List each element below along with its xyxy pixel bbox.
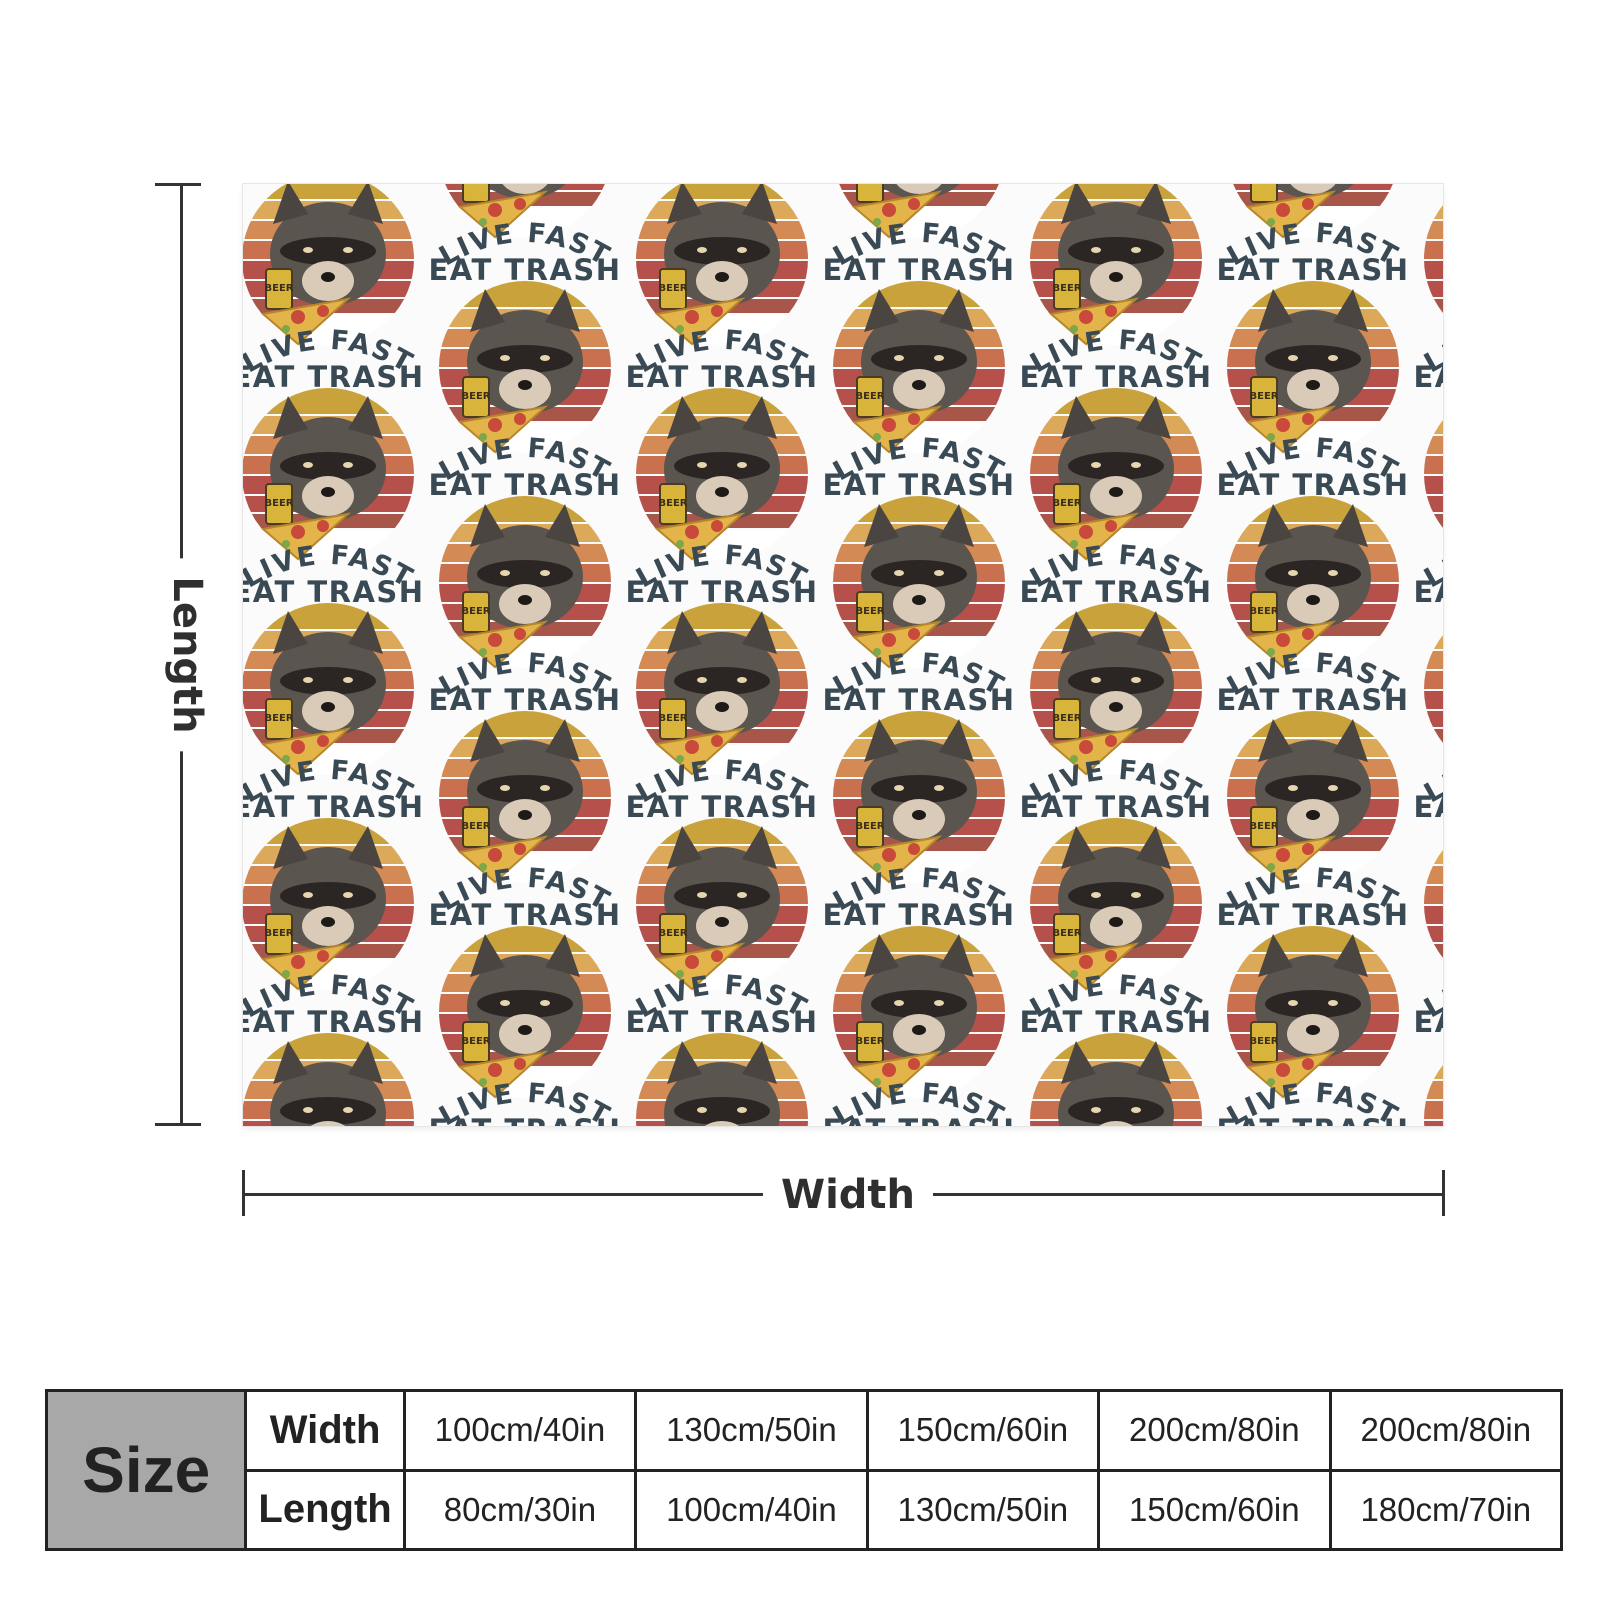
- raccoon-motif: [625, 970, 818, 1126]
- raccoon-motif: [1413, 970, 1443, 1126]
- row-label-length: Length: [244, 1468, 406, 1551]
- length-cell: 100cm/40in: [634, 1468, 869, 1551]
- width-cell: 130cm/50in: [634, 1389, 869, 1472]
- raccoon-motif: [1019, 970, 1212, 1126]
- length-cell: 180cm/70in: [1328, 1468, 1564, 1551]
- size-row-width: Size Width 100cm/40in 130cm/50in 150cm/6…: [44, 1389, 1564, 1551]
- size-chart: Size Width 100cm/40in 130cm/50in 150cm/6…: [44, 1389, 1564, 1551]
- size-header: Size: [44, 1389, 248, 1551]
- length-cell: 80cm/30in: [402, 1468, 638, 1551]
- blanket-preview: LIVE FAST: [243, 184, 1443, 1126]
- row-label-width: Width: [244, 1389, 406, 1472]
- length-cell: 130cm/50in: [865, 1468, 1101, 1551]
- size-row-length: Length 80cm/30in 100cm/40in 130cm/50in 1…: [47, 1468, 1564, 1551]
- length-cap-top: [155, 183, 201, 186]
- length-cap-bottom: [155, 1123, 201, 1126]
- width-cell: 150cm/60in: [865, 1389, 1101, 1472]
- length-label: Length: [164, 558, 210, 752]
- width-cell: 200cm/80in: [1097, 1389, 1332, 1472]
- width-cell: 200cm/80in: [1328, 1389, 1564, 1472]
- length-cell: 150cm/60in: [1097, 1468, 1332, 1551]
- raccoon-motif: [243, 970, 425, 1126]
- width-cell: 100cm/40in: [402, 1389, 638, 1472]
- width-label: Width: [762, 1175, 934, 1215]
- width-cap-right: [1442, 1170, 1445, 1216]
